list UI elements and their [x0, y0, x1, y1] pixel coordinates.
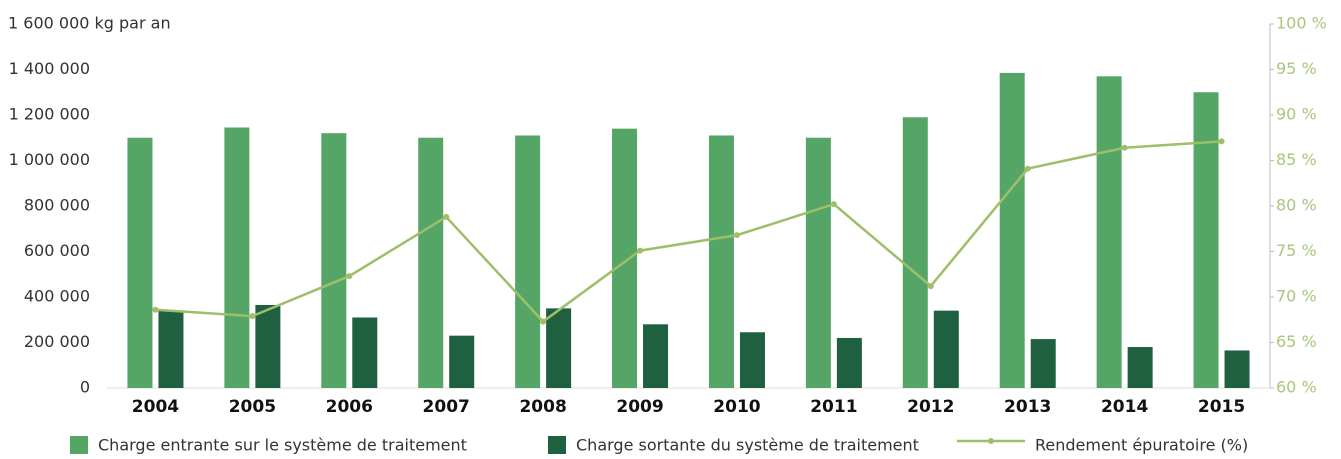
y2-tick-label: 75 % [1276, 241, 1317, 260]
line-point [1121, 144, 1128, 151]
bar [739, 332, 765, 388]
line-point [249, 313, 256, 320]
bar [643, 324, 669, 388]
bar [449, 335, 475, 388]
x-tick-label: 2015 [1198, 397, 1245, 417]
bar [127, 137, 153, 388]
bar [1224, 350, 1250, 388]
bar [1096, 76, 1122, 388]
line-point [1024, 165, 1031, 172]
y-tick-label: 1 600 000 kg par an [8, 14, 171, 33]
y2-tick-label: 100 % [1276, 14, 1327, 33]
bar [836, 337, 862, 388]
line-point [1218, 138, 1225, 145]
bar [321, 133, 347, 388]
y2-tick-label: 65 % [1276, 332, 1317, 351]
line-point [540, 318, 547, 325]
x-tick-label: 2007 [423, 397, 470, 417]
line-point [637, 247, 644, 254]
x-tick-label: 2006 [326, 397, 373, 417]
x-tick-label: 2013 [1004, 397, 1051, 417]
bar [158, 310, 184, 388]
bar [902, 117, 928, 389]
y-tick-label: 1 000 000 [9, 150, 90, 169]
y2-tick-label: 60 % [1276, 378, 1317, 397]
bar [224, 127, 250, 388]
line-point [152, 306, 159, 313]
x-tick-label: 2008 [519, 397, 566, 417]
bar [805, 137, 831, 388]
y-tick-label: 1 400 000 [9, 59, 90, 78]
x-tick-label: 2012 [907, 397, 954, 417]
x-tick-label: 2010 [713, 397, 760, 417]
bar [418, 137, 444, 388]
bar [1127, 347, 1153, 388]
line-point [733, 232, 740, 239]
y2-tick-label: 80 % [1276, 196, 1317, 215]
y2-tick-label: 90 % [1276, 105, 1317, 124]
x-tick-label: 2009 [616, 397, 663, 417]
x-tick-label: 2005 [229, 397, 276, 417]
y-tick-label: 0 [80, 378, 90, 397]
legend-label: Charge sortante du système de traitement [576, 436, 919, 455]
y-tick-label: 200 000 [24, 332, 90, 351]
x-tick-label: 2014 [1101, 397, 1148, 417]
line-point [830, 201, 837, 208]
bar [1030, 339, 1056, 388]
x-tick-label: 2004 [132, 397, 179, 417]
bar [255, 304, 281, 388]
y2-tick-label: 95 % [1276, 59, 1317, 78]
bar [515, 135, 541, 388]
y-tick-label: 400 000 [24, 287, 90, 306]
legend-label: Rendement épuratoire (%) [1035, 436, 1248, 455]
y-tick-label: 800 000 [24, 196, 90, 215]
legend-swatch [548, 436, 566, 454]
line-point [927, 283, 934, 290]
bar [546, 308, 572, 388]
y2-tick-label: 85 % [1276, 150, 1317, 169]
legend-swatch [70, 436, 88, 454]
bar [999, 72, 1025, 388]
x-tick-label: 2011 [810, 397, 857, 417]
bar [708, 135, 734, 388]
y2-tick-label: 70 % [1276, 287, 1317, 306]
bar [612, 128, 638, 388]
line-point [443, 213, 450, 220]
legend-label: Charge entrante sur le système de traite… [98, 436, 467, 455]
legend-swatch-dot [988, 438, 994, 444]
bar [352, 317, 378, 388]
y-tick-label: 600 000 [24, 241, 90, 260]
bar [933, 310, 959, 388]
y-tick-label: 1 200 000 [9, 105, 90, 124]
bar [1193, 92, 1219, 388]
line [155, 140, 1222, 324]
line-point [346, 273, 353, 280]
